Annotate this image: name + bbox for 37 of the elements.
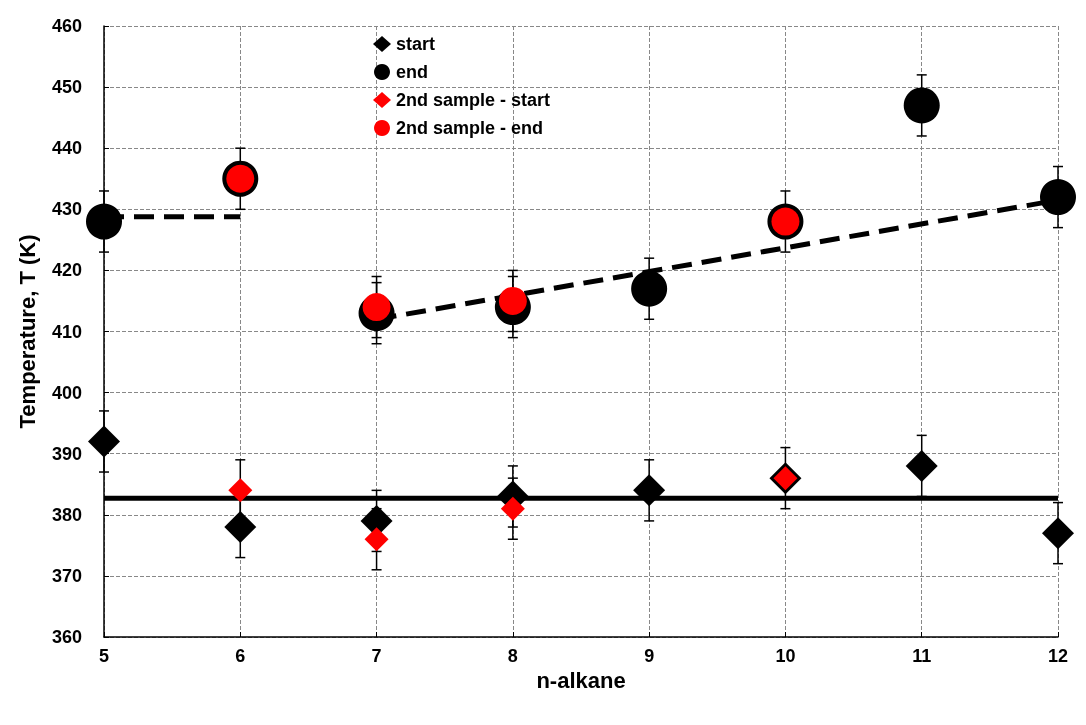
y-tick-label: 420 <box>51 260 82 281</box>
point <box>1042 517 1074 550</box>
y-tick-label: 380 <box>51 504 82 525</box>
x-tick-label: 12 <box>1047 646 1069 666</box>
x-axis-title: n-alkane <box>536 668 626 694</box>
x-tick-label: 10 <box>775 646 796 666</box>
point <box>1040 179 1076 216</box>
y-tick-label: 370 <box>51 565 82 586</box>
y-tick-label: 390 <box>51 443 82 464</box>
point <box>88 425 120 458</box>
point <box>631 270 668 307</box>
y-axis-title: Temperature, T (K) <box>14 234 40 429</box>
point <box>500 496 525 521</box>
x-tick-label: 9 <box>644 646 655 666</box>
legend-label: end <box>396 62 429 82</box>
point <box>903 87 940 124</box>
y-tick-label: 360 <box>51 627 82 647</box>
x-tick-label: 7 <box>371 646 382 666</box>
point <box>905 449 938 482</box>
x-tick-label: 8 <box>507 646 518 666</box>
point <box>228 478 253 503</box>
y-tick-label: 400 <box>51 382 82 403</box>
legend-label: 2nd sample - start <box>396 90 551 110</box>
point <box>633 474 666 507</box>
y-tick-label: 410 <box>51 321 82 342</box>
point <box>224 511 257 544</box>
y-tick-label: 450 <box>51 77 82 98</box>
point <box>364 527 389 552</box>
legend-label: 2nd sample - end <box>396 118 544 138</box>
point <box>86 203 122 240</box>
x-tick-label: 6 <box>235 646 246 666</box>
y-tick-label: 460 <box>51 16 82 36</box>
legend-label: start <box>396 34 436 54</box>
y-tick-label: 440 <box>51 138 82 159</box>
x-tick-label: 5 <box>98 646 110 666</box>
y-tick-label: 430 <box>51 199 82 220</box>
x-tick-label: 11 <box>912 646 932 666</box>
